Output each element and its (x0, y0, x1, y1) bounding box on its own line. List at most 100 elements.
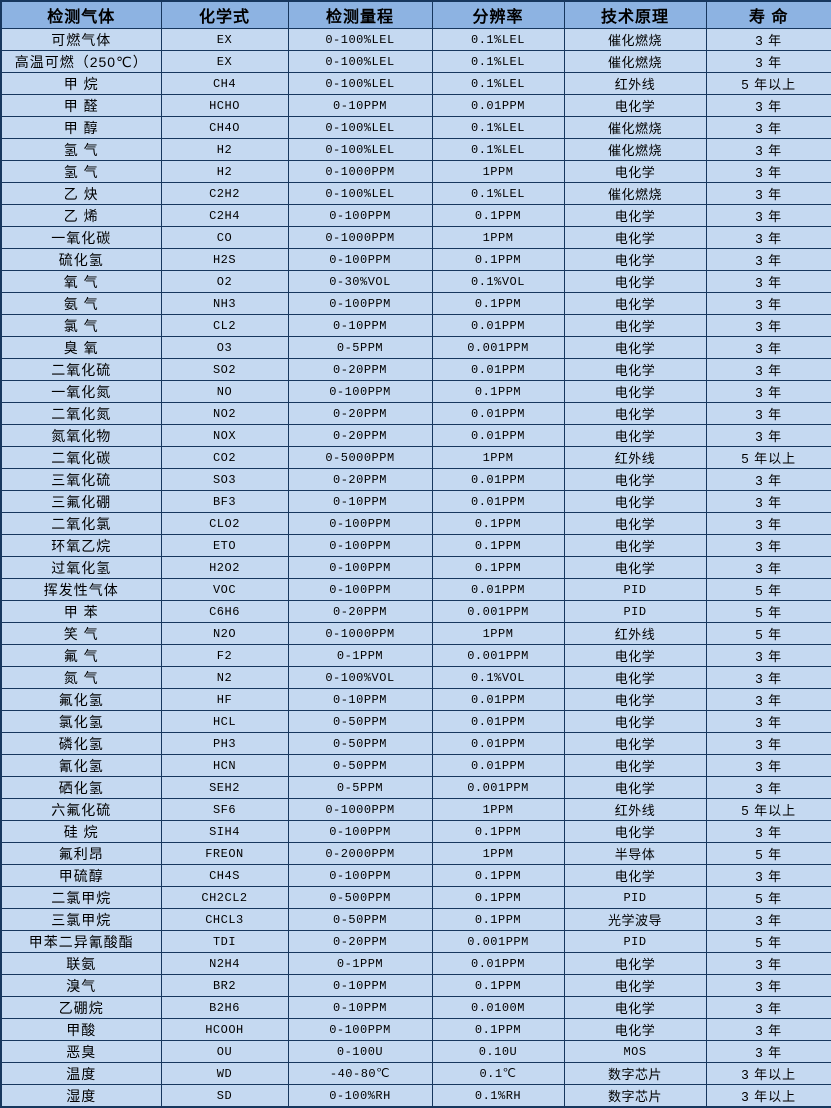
cell-life: 5 年 (705, 886, 831, 909)
table-row: 一氧化氮 NO 0-100PPM 0.1PPM 电化学 3 年 (0, 380, 831, 403)
cell-gas-name: 氯 气 (0, 314, 162, 337)
cell-resolution: 0.01PPM (431, 578, 565, 601)
cell-range: 0-10PPM (287, 314, 433, 337)
cell-principle: 电化学 (563, 732, 707, 755)
table-row: 甲 烷 CH4 0-100%LEL 0.1%LEL 红外线 5 年以上 (0, 72, 831, 95)
cell-principle: 电化学 (563, 710, 707, 733)
table-row: 溴气 BR2 0-10PPM 0.1PPM 电化学 3 年 (0, 974, 831, 997)
table-row: 可燃气体 EX 0-100%LEL 0.1%LEL 催化燃烧 3 年 (0, 28, 831, 51)
cell-gas-name: 磷化氢 (0, 732, 162, 755)
cell-principle: 电化学 (563, 512, 707, 535)
cell-range: 0-100PPM (287, 556, 433, 579)
cell-formula: HCHO (160, 94, 289, 117)
cell-principle: 电化学 (563, 94, 707, 117)
cell-life: 3 年 (705, 226, 831, 249)
cell-range: 0-100%LEL (287, 50, 433, 73)
cell-resolution: 0.1℃ (431, 1062, 565, 1085)
cell-life: 5 年 (705, 930, 831, 953)
cell-principle: 电化学 (563, 424, 707, 447)
cell-range: 0-100PPM (287, 578, 433, 601)
cell-range: 0-1000PPM (287, 798, 433, 821)
cell-life: 3 年 (705, 512, 831, 535)
cell-range: 0-100%VOL (287, 666, 433, 689)
cell-resolution: 0.1PPM (431, 556, 565, 579)
cell-resolution: 0.01PPM (431, 688, 565, 711)
cell-principle: 红外线 (563, 446, 707, 469)
cell-resolution: 0.1PPM (431, 292, 565, 315)
cell-principle: 电化学 (563, 380, 707, 403)
cell-resolution: 0.01PPM (431, 732, 565, 755)
cell-resolution: 0.1%LEL (431, 50, 565, 73)
cell-gas-name: 甲 烷 (0, 72, 162, 95)
cell-formula: BR2 (160, 974, 289, 997)
cell-gas-name: 湿度 (0, 1084, 162, 1108)
cell-life: 5 年 (705, 842, 831, 865)
cell-resolution: 1PPM (431, 226, 565, 249)
table-row: 氢 气 H2 0-100%LEL 0.1%LEL 催化燃烧 3 年 (0, 138, 831, 161)
cell-formula: NH3 (160, 292, 289, 315)
cell-formula: NO2 (160, 402, 289, 425)
cell-resolution: 0.1%LEL (431, 28, 565, 51)
cell-range: 0-100%RH (287, 1084, 433, 1108)
cell-resolution: 0.1%LEL (431, 182, 565, 205)
cell-principle: 电化学 (563, 776, 707, 799)
table-row: 甲硫醇 CH4S 0-100PPM 0.1PPM 电化学 3 年 (0, 864, 831, 887)
table-row: 联氨 N2H4 0-1PPM 0.01PPM 电化学 3 年 (0, 952, 831, 975)
cell-gas-name: 硒化氢 (0, 776, 162, 799)
cell-formula: CO (160, 226, 289, 249)
cell-resolution: 0.1%VOL (431, 666, 565, 689)
cell-gas-name: 三氟化硼 (0, 490, 162, 513)
cell-life: 3 年 (705, 138, 831, 161)
table-row: 三氯甲烷 CHCL3 0-50PPM 0.1PPM 光学波导 3 年 (0, 908, 831, 931)
cell-principle: 电化学 (563, 336, 707, 359)
table-row: 环氧乙烷 ETO 0-100PPM 0.1PPM 电化学 3 年 (0, 534, 831, 557)
column-header-range: 检测量程 (287, 0, 433, 29)
cell-range: 0-10PPM (287, 94, 433, 117)
cell-principle: 电化学 (563, 556, 707, 579)
cell-gas-name: 氰化氢 (0, 754, 162, 777)
table-row: 温度 WD -40-80℃ 0.1℃ 数字芯片 3 年以上 (0, 1062, 831, 1085)
cell-life: 5 年 (705, 600, 831, 623)
cell-formula: H2O2 (160, 556, 289, 579)
cell-formula: O3 (160, 336, 289, 359)
cell-gas-name: 可燃气体 (0, 28, 162, 51)
table-row: 乙 烯 C2H4 0-100PPM 0.1PPM 电化学 3 年 (0, 204, 831, 227)
cell-range: 0-100%LEL (287, 116, 433, 139)
cell-gas-name: 恶臭 (0, 1040, 162, 1063)
cell-resolution: 0.1%VOL (431, 270, 565, 293)
cell-formula: N2O (160, 622, 289, 645)
cell-principle: 电化学 (563, 160, 707, 183)
cell-range: 0-50PPM (287, 754, 433, 777)
cell-principle: 电化学 (563, 358, 707, 381)
table-row: 硅 烷 SIH4 0-100PPM 0.1PPM 电化学 3 年 (0, 820, 831, 843)
cell-formula: H2S (160, 248, 289, 271)
cell-resolution: 0.01PPM (431, 358, 565, 381)
cell-range: 0-20PPM (287, 600, 433, 623)
cell-gas-name: 乙硼烷 (0, 996, 162, 1019)
cell-resolution: 0.01PPM (431, 490, 565, 513)
table-row: 氯 气 CL2 0-10PPM 0.01PPM 电化学 3 年 (0, 314, 831, 337)
cell-life: 3 年 (705, 182, 831, 205)
column-header-formula: 化学式 (160, 0, 289, 29)
cell-range: 0-500PPM (287, 886, 433, 909)
cell-formula: F2 (160, 644, 289, 667)
cell-range: 0-5000PPM (287, 446, 433, 469)
cell-range: 0-1PPM (287, 952, 433, 975)
table-row: 挥发性气体 VOC 0-100PPM 0.01PPM PID 5 年 (0, 578, 831, 601)
cell-gas-name: 氯化氢 (0, 710, 162, 733)
cell-principle: PID (563, 578, 707, 601)
cell-resolution: 0.01PPM (431, 314, 565, 337)
cell-range: 0-1000PPM (287, 226, 433, 249)
table-row: 笑 气 N2O 0-1000PPM 1PPM 红外线 5 年 (0, 622, 831, 645)
cell-principle: PID (563, 930, 707, 953)
cell-range: 0-100PPM (287, 248, 433, 271)
cell-range: 0-100PPM (287, 820, 433, 843)
table-row: 三氟化硼 BF3 0-10PPM 0.01PPM 电化学 3 年 (0, 490, 831, 513)
cell-range: 0-100%LEL (287, 138, 433, 161)
cell-gas-name: 氟利昂 (0, 842, 162, 865)
cell-resolution: 0.1PPM (431, 248, 565, 271)
cell-principle: 催化燃烧 (563, 50, 707, 73)
cell-resolution: 0.1PPM (431, 864, 565, 887)
cell-formula: NO (160, 380, 289, 403)
